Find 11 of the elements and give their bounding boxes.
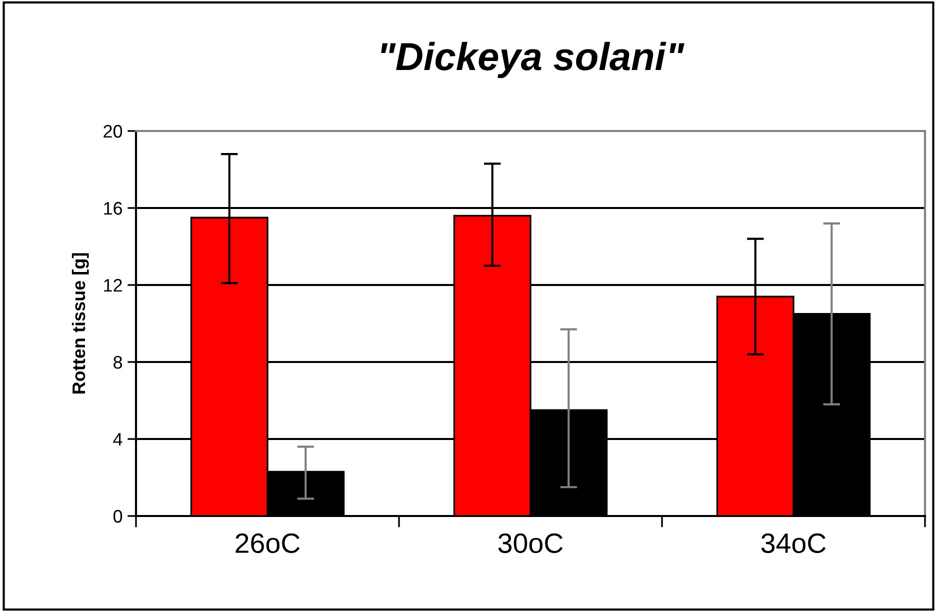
y-tick-label: 8 [114, 356, 122, 369]
x-tick-label: 34oC [761, 533, 826, 554]
y-tick-label: 0 [113, 510, 122, 523]
x-tick-label: 26oC [236, 533, 300, 554]
y-tick-label: 16 [104, 202, 122, 215]
x-tick-label: 30oC [498, 533, 563, 554]
chart-title: "Dickeya solani" [381, 42, 684, 78]
y-tick-label: 12 [104, 278, 122, 292]
y-tick-label: 20 [104, 124, 122, 138]
y-tick-label: 4 [113, 433, 122, 446]
y-axis-title: Rotten tissue [g] [72, 253, 89, 394]
